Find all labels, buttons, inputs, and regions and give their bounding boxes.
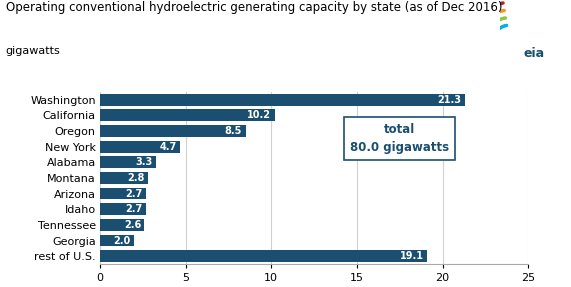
Text: 21.3: 21.3 <box>437 95 461 105</box>
Bar <box>100 109 275 121</box>
Text: eia: eia <box>524 47 545 60</box>
Bar <box>100 203 146 215</box>
Text: 4.7: 4.7 <box>160 141 177 152</box>
Text: 3.3: 3.3 <box>136 157 153 167</box>
Text: 2.0: 2.0 <box>114 236 131 246</box>
Bar <box>100 188 146 199</box>
Text: 2.8: 2.8 <box>127 173 144 183</box>
Text: 10.2: 10.2 <box>247 110 271 120</box>
Bar <box>100 156 156 168</box>
Text: 2.7: 2.7 <box>126 204 143 214</box>
Text: 2.6: 2.6 <box>124 220 141 230</box>
Bar <box>100 94 465 106</box>
Bar <box>100 219 144 231</box>
Text: 2.7: 2.7 <box>126 189 143 199</box>
Text: total
80.0 gigawatts: total 80.0 gigawatts <box>350 123 449 154</box>
Bar <box>100 172 148 184</box>
Text: 8.5: 8.5 <box>225 126 242 136</box>
Text: 19.1: 19.1 <box>400 251 424 261</box>
Bar <box>100 235 134 247</box>
Bar <box>100 125 246 137</box>
Text: Operating conventional hydroelectric generating capacity by state (as of Dec 201: Operating conventional hydroelectric gen… <box>6 1 502 14</box>
Bar <box>100 141 180 152</box>
Text: gigawatts: gigawatts <box>6 46 61 56</box>
Bar <box>100 250 427 262</box>
